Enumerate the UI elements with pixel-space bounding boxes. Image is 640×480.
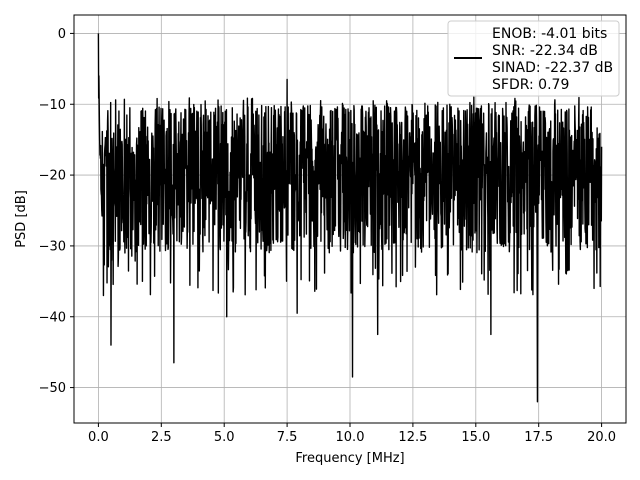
legend-enob: ENOB: -4.01 bits xyxy=(492,26,607,42)
x-tick-label-0: 0.0 xyxy=(88,430,109,445)
y-axis-label: PSD [dB] xyxy=(14,190,29,248)
legend-sfdr: SFDR: 0.79 xyxy=(492,77,569,93)
legend: ENOB: -4.01 bits SNR: -22.34 dB SINAD: -… xyxy=(447,20,620,97)
x-tick-label-1: 2.5 xyxy=(151,430,172,445)
psd-line xyxy=(97,33,603,403)
x-axis-label: Frequency [MHz] xyxy=(295,451,404,466)
y-tick-label-4: −40 xyxy=(39,310,66,325)
y-tick-label-5: −50 xyxy=(39,381,66,396)
y-tick-label-0: 0 xyxy=(58,27,66,42)
legend-sinad: SINAD: -22.37 dB xyxy=(492,60,613,76)
x-tick-label-5: 12.5 xyxy=(398,430,427,445)
y-tick-label-1: −10 xyxy=(39,98,66,113)
x-tick-label-2: 5.0 xyxy=(214,430,235,445)
legend-snr: SNR: -22.34 dB xyxy=(492,43,598,59)
legend-frame xyxy=(447,20,620,97)
x-tick-label-4: 10.0 xyxy=(336,430,365,445)
x-tick-label-6: 15.0 xyxy=(461,430,490,445)
x-tick-label-8: 20.0 xyxy=(587,430,616,445)
psd-trace xyxy=(97,33,603,403)
x-tick-label-7: 17.5 xyxy=(524,430,553,445)
y-tick-label-2: −20 xyxy=(39,169,66,184)
axis-ticks: 0.0 2.5 5.0 7.5 10.0 12.5 15.0 17.5 20.0 0 −10 −20 −… xyxy=(39,27,617,445)
x-tick-label-3: 7.5 xyxy=(277,430,298,445)
y-tick-label-3: −30 xyxy=(39,239,66,254)
